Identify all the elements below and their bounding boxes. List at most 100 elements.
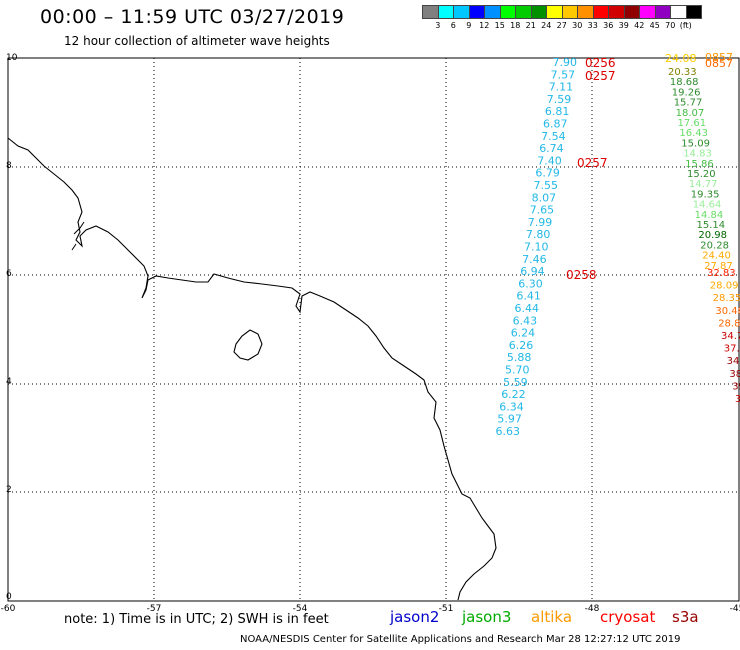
wave-height-label: 6.94 bbox=[520, 265, 545, 278]
wave-height-label: 7.99 bbox=[528, 216, 553, 229]
wave-height-label: 5.97 bbox=[497, 413, 522, 426]
wave-height-label: 19.26 bbox=[672, 87, 701, 98]
wave-height-label: 6.87 bbox=[543, 118, 568, 131]
color-scale-labels: 3 6 9 12 15 18 21 24 27 30 33 36 39 42 45 70 (ft) bbox=[422, 21, 701, 30]
wave-height-label: 6.81 bbox=[545, 105, 570, 118]
wave-height-label: 14.84 bbox=[695, 210, 724, 221]
map-subtitle: 12 hour collection of altimeter wave hei… bbox=[64, 34, 330, 48]
wave-height-label: 6.44 bbox=[515, 302, 540, 315]
map-title: 00:00 – 11:59 UTC 03/27/2019 bbox=[40, 6, 345, 28]
wave-height-label: 15.14 bbox=[697, 220, 726, 231]
satellite-jason3: jason3 bbox=[462, 608, 512, 626]
top-right-label: 24.08 bbox=[665, 52, 697, 65]
wave-height-label: 15.20 bbox=[687, 169, 716, 180]
wave-height-label: 15.77 bbox=[674, 98, 703, 109]
wave-height-label: 6.79 bbox=[535, 167, 560, 180]
y-axis-labels: 0 2 4 6 8 10 bbox=[6, 53, 18, 602]
wave-height-label: 28.8 bbox=[718, 318, 740, 329]
wave-height-label: 6.43 bbox=[513, 314, 538, 327]
time-label: 0256 bbox=[585, 56, 616, 70]
wave-height-label: 24.40 bbox=[702, 251, 731, 262]
wave-height-label: 34.7 bbox=[721, 331, 740, 342]
color-swatch bbox=[685, 5, 702, 19]
wave-height-label: 6.30 bbox=[518, 277, 543, 290]
wave-height-label: 37.3 bbox=[724, 344, 740, 355]
color-scale-label: (ft) bbox=[679, 21, 692, 30]
wave-height-label: 19.35 bbox=[691, 189, 720, 200]
color-scale-label: 9 bbox=[466, 21, 472, 30]
wave-height-label: 38 bbox=[729, 369, 740, 380]
x-tick-label: -51 bbox=[439, 604, 454, 614]
wave-height-label: 20.98 bbox=[698, 230, 727, 241]
wave-height-label: 6.63 bbox=[496, 425, 521, 438]
color-scale-legend: 3 6 9 12 15 18 21 24 27 30 33 36 39 42 45 70 (ft) bbox=[422, 5, 702, 30]
wave-height-label: 15.86 bbox=[685, 159, 714, 170]
x-tick-label: -54 bbox=[293, 604, 308, 614]
wave-height-label: 6.26 bbox=[509, 339, 534, 352]
color-scale-label: 36 bbox=[603, 21, 614, 30]
wave-height-label: 7.46 bbox=[522, 253, 547, 266]
wave-height-label: 32.83 bbox=[707, 268, 736, 279]
x-tick-label: -45 bbox=[730, 604, 740, 614]
wave-height-label: 27.87 bbox=[704, 261, 733, 272]
island bbox=[233, 329, 263, 361]
wave-height-label: 34.3 bbox=[727, 356, 740, 367]
color-scale-label: 3 bbox=[435, 21, 441, 30]
coastline bbox=[7, 137, 497, 601]
map-frame bbox=[7, 57, 740, 602]
satellite-cryosat: cryosat bbox=[600, 608, 656, 626]
green-track-observations: 20.3318.6819.2615.7718.0717.6116.4315.09… bbox=[668, 67, 733, 272]
color-scale-label: 18 bbox=[510, 21, 521, 30]
y-tick-label: 8 bbox=[6, 161, 12, 171]
wave-height-label: 14.83 bbox=[683, 149, 712, 160]
wave-height-label: 20.33 bbox=[668, 67, 697, 78]
wave-height-label: 7.54 bbox=[541, 130, 566, 143]
wave-height-label: 7.90 bbox=[553, 56, 578, 69]
river-mouth bbox=[71, 221, 85, 251]
wave-height-label: 6.24 bbox=[511, 327, 536, 340]
x-axis-labels: -60 -57 -54 -51 -48 -45 bbox=[1, 604, 740, 614]
color-scale-label: 30 bbox=[572, 21, 583, 30]
color-scale-label: 15 bbox=[494, 21, 505, 30]
wave-height-label: 5.88 bbox=[507, 351, 532, 364]
color-scale-label: 39 bbox=[618, 21, 629, 30]
wave-height-label: 14.77 bbox=[689, 179, 718, 190]
x-tick-label: -57 bbox=[147, 604, 162, 614]
wave-height-label: 20.28 bbox=[700, 240, 729, 251]
time-label: 0258 bbox=[566, 268, 597, 282]
wave-height-label: 7.11 bbox=[549, 81, 574, 94]
wave-height-label: 14.64 bbox=[693, 200, 722, 211]
color-scale-label: 21 bbox=[525, 21, 536, 30]
jason2-observations: 7.907.577.117.596.816.877.546.747.406.79… bbox=[496, 56, 578, 438]
wave-height-label: 17.61 bbox=[678, 118, 707, 129]
y-tick-label: 6 bbox=[6, 269, 12, 279]
top-right-label: 0857 bbox=[705, 51, 733, 64]
wave-height-label: 3 bbox=[735, 394, 740, 405]
y-tick-label: 2 bbox=[6, 485, 12, 495]
wave-height-label: 18.07 bbox=[676, 108, 705, 119]
wave-height-label: 7.55 bbox=[534, 179, 559, 192]
y-tick-label: 10 bbox=[6, 53, 18, 63]
color-scale-label: 6 bbox=[450, 21, 456, 30]
time-label: 0257 bbox=[585, 69, 616, 83]
color-scale-label: 12 bbox=[479, 21, 490, 30]
satellite-s3a: s3a bbox=[672, 608, 699, 626]
wave-height-label: 5.59 bbox=[503, 376, 528, 389]
x-tick-label: -48 bbox=[585, 604, 600, 614]
wave-height-label: 7.65 bbox=[530, 204, 555, 217]
wave-height-label: 18.68 bbox=[670, 77, 699, 88]
wave-height-label: 15.09 bbox=[681, 138, 710, 149]
wave-height-label: 5.70 bbox=[505, 364, 530, 377]
time-label: 0257 bbox=[577, 156, 608, 170]
color-scale-label: 42 bbox=[634, 21, 645, 30]
wave-height-label: 28.35 bbox=[713, 293, 740, 304]
x-tick-label: -60 bbox=[1, 604, 16, 614]
color-scale-label: 45 bbox=[649, 21, 660, 30]
color-scale-label: 27 bbox=[556, 21, 567, 30]
wave-height-label: 8.07 bbox=[532, 191, 557, 204]
wave-height-label: 6.34 bbox=[499, 400, 524, 413]
